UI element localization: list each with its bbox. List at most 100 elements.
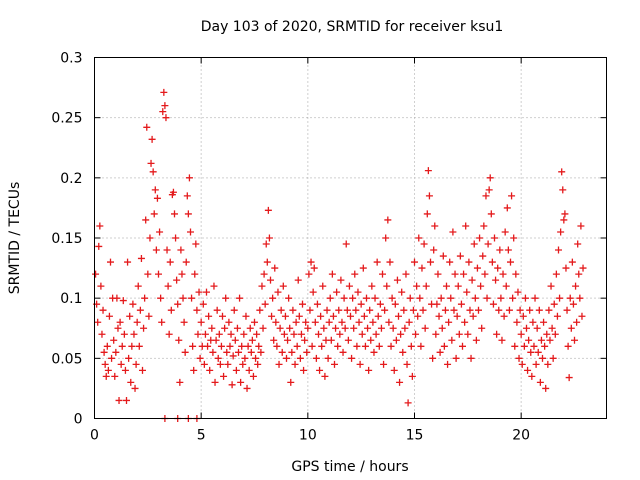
data-point [573, 318, 581, 326]
data-point [283, 354, 290, 362]
data-point [363, 294, 370, 302]
data-point [155, 270, 162, 278]
data-point [335, 306, 343, 314]
y-tick-label: 0 [74, 412, 83, 428]
data-point [231, 336, 239, 344]
data-point [552, 270, 560, 278]
data-point [364, 324, 372, 332]
data-point [436, 348, 444, 356]
data-point [425, 192, 433, 200]
x-tick-label: 5 [197, 428, 206, 444]
data-point [551, 330, 559, 338]
data-point [226, 342, 234, 350]
data-point [302, 318, 310, 326]
data-point [311, 318, 319, 326]
data-point [318, 342, 326, 350]
data-point [419, 306, 427, 314]
data-point [317, 312, 325, 320]
data-point [579, 264, 587, 272]
data-point [285, 294, 293, 302]
data-point [497, 294, 505, 302]
data-point [469, 312, 477, 320]
data-point [241, 354, 249, 362]
data-point [195, 288, 203, 296]
data-point [423, 210, 431, 218]
data-point [354, 288, 362, 296]
data-point [263, 258, 271, 266]
data-point [562, 264, 570, 272]
data-point [437, 294, 445, 302]
data-point [441, 306, 449, 314]
data-point [219, 312, 226, 320]
data-point [429, 354, 437, 362]
data-point [257, 348, 265, 356]
data-point [339, 348, 347, 356]
data-point [489, 300, 497, 308]
data-point [165, 330, 173, 338]
data-point [98, 330, 106, 338]
data-point [174, 300, 182, 308]
data-point [382, 234, 390, 242]
data-point [578, 312, 586, 320]
data-point [292, 318, 300, 326]
data-point [247, 348, 255, 356]
data-point [401, 324, 409, 332]
data-point [149, 168, 157, 176]
data-point [451, 270, 459, 278]
data-point [236, 294, 244, 302]
data-point [504, 246, 512, 254]
data-point [332, 324, 340, 332]
data-point [402, 270, 410, 278]
data-point [240, 330, 248, 338]
data-point [246, 324, 254, 332]
data-point [192, 240, 200, 248]
data-point [300, 366, 308, 374]
data-point [251, 318, 258, 326]
data-point [194, 330, 202, 338]
data-point [541, 342, 549, 350]
data-point [144, 270, 152, 278]
data-point [204, 342, 212, 350]
data-point [523, 324, 530, 332]
data-point [434, 270, 442, 278]
data-point [348, 354, 356, 362]
data-point [132, 360, 140, 368]
data-point [416, 294, 424, 302]
data-point [197, 318, 205, 326]
data-point [457, 300, 465, 308]
data-point [130, 330, 138, 338]
y-tick-label: 0.15 [51, 231, 82, 247]
data-point [432, 330, 440, 338]
data-point [360, 312, 368, 320]
data-point [576, 294, 584, 302]
data-point [254, 360, 262, 368]
data-point [556, 294, 564, 302]
data-point [260, 270, 268, 278]
data-point [502, 282, 510, 290]
data-point [450, 306, 458, 314]
data-point [159, 108, 167, 116]
data-point [476, 234, 484, 242]
data-point [510, 234, 518, 242]
data-point [340, 294, 348, 302]
data-point [320, 324, 328, 332]
data-point [539, 354, 546, 362]
data-point [301, 336, 309, 344]
data-point [472, 336, 480, 344]
data-point [427, 258, 434, 266]
data-point [507, 258, 514, 266]
data-point [183, 192, 191, 200]
plot-frame [94, 57, 607, 419]
data-point [267, 276, 274, 284]
data-point [135, 342, 143, 350]
data-point [548, 324, 556, 332]
data-point [136, 306, 144, 314]
data-point [461, 318, 469, 326]
data-point [290, 330, 298, 338]
data-point [177, 246, 185, 254]
grid [94, 57, 607, 419]
data-point [270, 336, 278, 344]
data-point [503, 204, 511, 212]
data-point [179, 294, 187, 302]
